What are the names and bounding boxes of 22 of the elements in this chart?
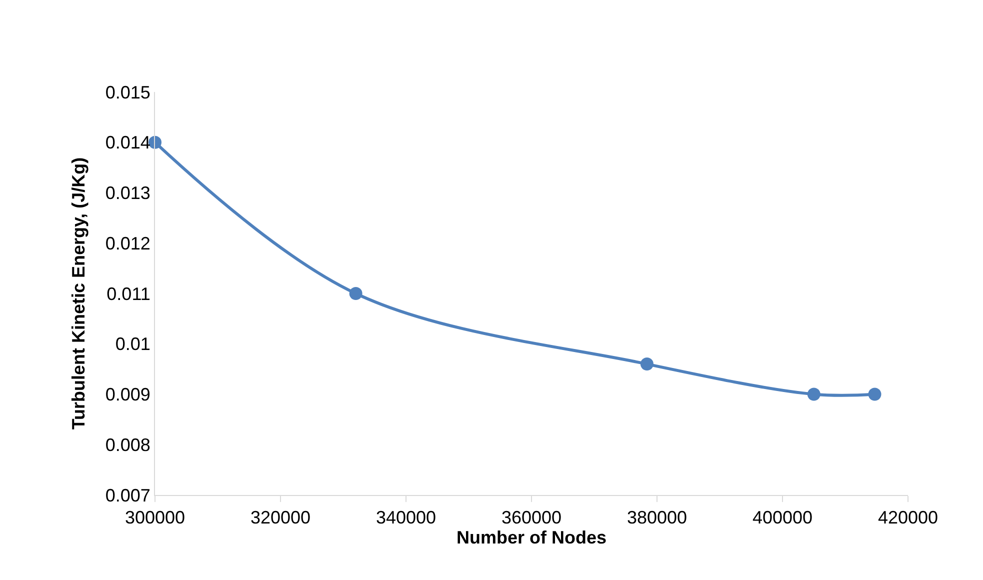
y-axis-title: Turbulent Kinetic Energy, (J/Kg) [68,157,89,430]
y-tick-label: 0.009 [105,384,150,405]
x-tick-label: 380000 [626,508,688,528]
y-tick-label: 0.007 [105,485,150,506]
x-tick-label: 400000 [752,508,813,528]
x-tick-label: 340000 [376,508,436,528]
y-tick-label: 0.013 [105,183,150,204]
y-tick-label: 0.012 [105,233,150,254]
y-tick-label: 0.015 [105,82,150,102]
y-tick-label: 0.008 [105,434,150,455]
point [807,388,820,401]
point [349,287,362,300]
point [868,388,882,401]
x-tick-label: 420000 [878,508,938,528]
x-tick-label: 300000 [124,508,186,528]
y-tick-label: 0.01 [115,334,150,354]
x-tick-label: 320000 [250,508,311,528]
x-tick-label: 360000 [501,508,562,528]
y-tick-label: 0.011 [106,284,150,304]
y-tick-label: 0.014 [105,132,150,153]
point [640,358,654,371]
x-axis-title: Number of Nodes [456,528,607,548]
